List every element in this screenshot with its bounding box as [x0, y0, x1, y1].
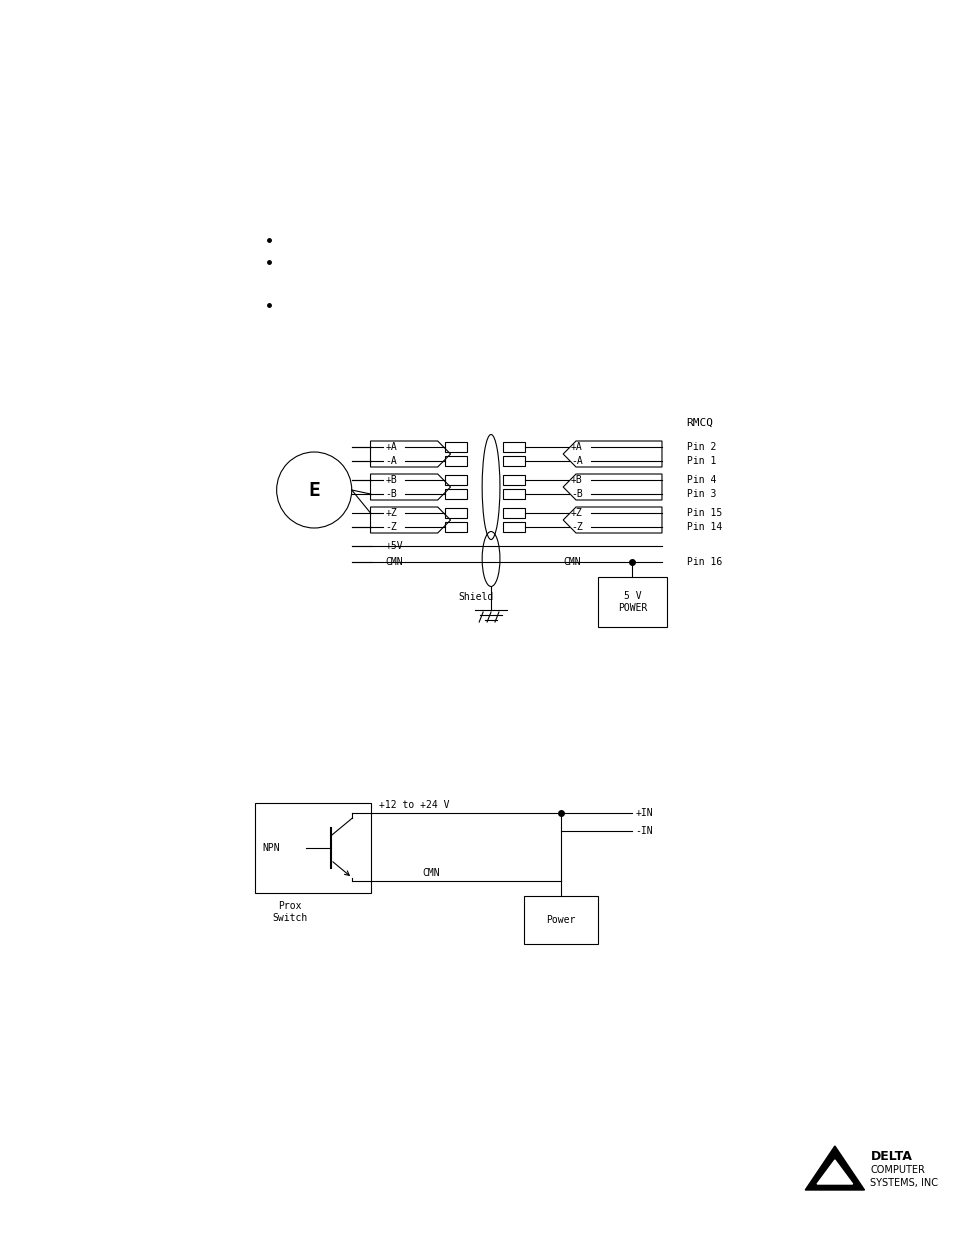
Bar — [445, 522, 466, 532]
Text: DELTA: DELTA — [869, 1150, 911, 1162]
Text: -Z: -Z — [385, 522, 396, 532]
Text: -B: -B — [571, 489, 582, 499]
Text: +Z: +Z — [571, 508, 582, 517]
Text: +12 to +24 V: +12 to +24 V — [379, 800, 450, 810]
Text: Pin 16: Pin 16 — [686, 557, 721, 567]
Bar — [445, 456, 466, 466]
Polygon shape — [804, 1146, 863, 1191]
Text: CMN: CMN — [385, 557, 402, 567]
Polygon shape — [816, 1160, 852, 1184]
Text: -Z: -Z — [571, 522, 582, 532]
Text: Prox
Switch: Prox Switch — [272, 902, 307, 923]
Text: Pin 3: Pin 3 — [686, 489, 716, 499]
Bar — [445, 508, 466, 517]
Text: Pin 1: Pin 1 — [686, 456, 716, 466]
Text: Pin 2: Pin 2 — [686, 442, 716, 452]
Bar — [523, 897, 598, 944]
Text: +B: +B — [385, 475, 396, 485]
Text: CMN: CMN — [562, 557, 580, 567]
Text: Pin 14: Pin 14 — [686, 522, 721, 532]
Bar — [502, 508, 524, 517]
Text: Pin 15: Pin 15 — [686, 508, 721, 517]
Text: +A: +A — [571, 442, 582, 452]
Bar — [502, 442, 524, 452]
Text: +B: +B — [571, 475, 582, 485]
Bar — [502, 456, 524, 466]
Text: Pin 4: Pin 4 — [686, 475, 716, 485]
Bar — [254, 803, 371, 893]
Text: Power: Power — [546, 915, 576, 925]
Text: CMN: CMN — [421, 868, 439, 878]
Text: SYSTEMS, INC: SYSTEMS, INC — [869, 1178, 938, 1188]
Text: +IN: +IN — [635, 808, 652, 818]
Bar — [445, 475, 466, 485]
Text: +Z: +Z — [385, 508, 396, 517]
Text: 5 V
POWER: 5 V POWER — [617, 592, 646, 613]
Bar — [598, 577, 666, 627]
Text: Shield: Shield — [458, 592, 494, 601]
Bar — [502, 475, 524, 485]
Text: -A: -A — [385, 456, 396, 466]
Text: -A: -A — [571, 456, 582, 466]
Text: -IN: -IN — [635, 826, 652, 836]
Bar — [445, 442, 466, 452]
Text: +A: +A — [385, 442, 396, 452]
Text: E: E — [308, 480, 319, 499]
Text: COMPUTER: COMPUTER — [869, 1165, 924, 1174]
Bar — [502, 489, 524, 499]
Bar — [502, 522, 524, 532]
Text: RMCQ: RMCQ — [686, 417, 713, 429]
Text: +5V: +5V — [385, 541, 402, 551]
Bar — [445, 489, 466, 499]
Text: NPN: NPN — [262, 844, 280, 853]
FancyArrowPatch shape — [333, 862, 349, 876]
Text: -B: -B — [385, 489, 396, 499]
